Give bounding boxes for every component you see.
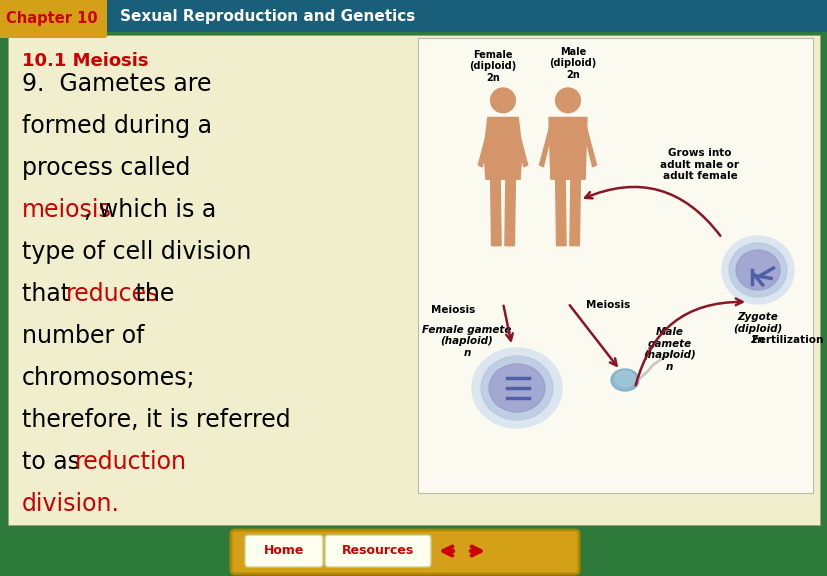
Text: the: the [128, 282, 174, 306]
Ellipse shape [728, 243, 786, 297]
Text: division.: division. [22, 492, 120, 516]
Text: process called: process called [22, 156, 190, 180]
Ellipse shape [610, 369, 638, 391]
Polygon shape [548, 118, 586, 179]
Text: Sexual Reproduction and Genetics: Sexual Reproduction and Genetics [120, 9, 415, 24]
FancyBboxPatch shape [231, 530, 578, 574]
Text: formed during a: formed during a [22, 114, 212, 138]
Ellipse shape [489, 364, 544, 412]
Text: chromosomes;: chromosomes; [22, 366, 195, 390]
Text: Male
gamete
(haploid)
n: Male gamete (haploid) n [643, 327, 695, 372]
Text: Meiosis: Meiosis [586, 300, 629, 310]
Polygon shape [484, 118, 521, 179]
Ellipse shape [471, 348, 562, 428]
Text: Female
(diploid)
2n: Female (diploid) 2n [469, 50, 516, 83]
Text: that: that [22, 282, 78, 306]
Ellipse shape [614, 371, 634, 387]
Text: , which is a: , which is a [84, 198, 216, 222]
Text: 10.1 Meiosis: 10.1 Meiosis [22, 52, 148, 70]
FancyBboxPatch shape [8, 35, 819, 525]
FancyBboxPatch shape [325, 535, 431, 567]
FancyBboxPatch shape [418, 38, 812, 493]
Text: Fertilization: Fertilization [752, 335, 823, 345]
Circle shape [490, 88, 514, 113]
Polygon shape [539, 122, 553, 167]
FancyBboxPatch shape [0, 0, 827, 32]
Ellipse shape [721, 236, 793, 304]
Polygon shape [490, 179, 500, 246]
FancyBboxPatch shape [245, 535, 323, 567]
Ellipse shape [480, 356, 552, 420]
Polygon shape [513, 122, 527, 167]
Text: Zygote
(diploid)
2n: Zygote (diploid) 2n [733, 312, 782, 345]
Circle shape [555, 88, 580, 113]
Text: 9.  Gametes are: 9. Gametes are [22, 72, 211, 96]
Text: Chapter 10: Chapter 10 [6, 10, 98, 25]
Text: Meiosis: Meiosis [430, 305, 475, 315]
Text: meiosis: meiosis [22, 198, 112, 222]
Polygon shape [504, 179, 514, 246]
Text: reduction: reduction [75, 450, 187, 474]
Polygon shape [555, 179, 566, 246]
Polygon shape [581, 122, 595, 167]
Text: to as: to as [22, 450, 88, 474]
Polygon shape [478, 122, 492, 167]
Text: reduces: reduces [66, 282, 160, 306]
Text: therefore, it is referred: therefore, it is referred [22, 408, 290, 432]
Text: number of: number of [22, 324, 145, 348]
Text: Female gamete
(haploid)
n: Female gamete (haploid) n [422, 325, 511, 358]
Ellipse shape [735, 250, 779, 290]
Text: type of cell division: type of cell division [22, 240, 251, 264]
Polygon shape [569, 179, 580, 246]
FancyBboxPatch shape [0, 0, 107, 38]
Text: Resources: Resources [342, 544, 414, 558]
Text: Grows into
adult male or
adult female: Grows into adult male or adult female [660, 148, 739, 181]
Text: Home: Home [264, 544, 304, 558]
Text: Male
(diploid)
2n: Male (diploid) 2n [548, 47, 596, 80]
